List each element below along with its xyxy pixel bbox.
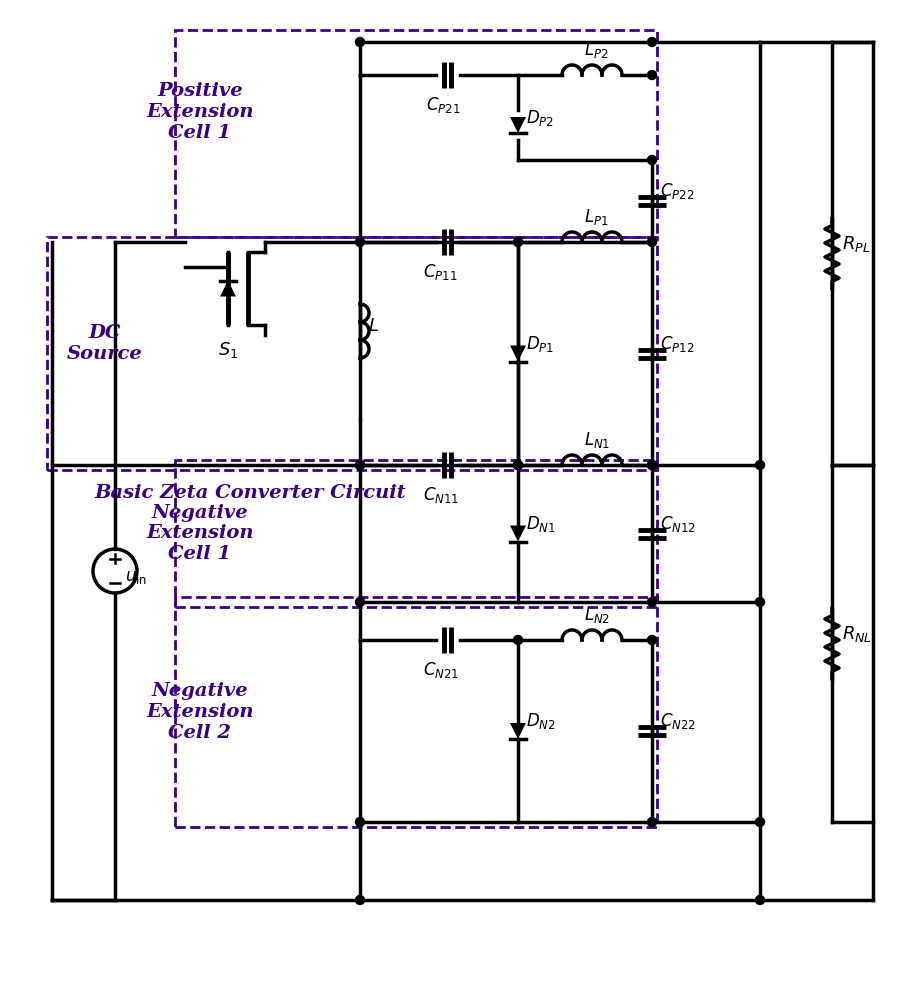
Text: $C_{N21}$: $C_{N21}$ xyxy=(423,660,459,680)
Text: Negative
Extension
Cell 1: Negative Extension Cell 1 xyxy=(146,504,254,563)
Text: $C_{N11}$: $C_{N11}$ xyxy=(423,485,459,505)
Text: $L_{P1}$: $L_{P1}$ xyxy=(584,207,609,227)
Text: $L$: $L$ xyxy=(368,317,379,335)
Text: $D_{P2}$: $D_{P2}$ xyxy=(526,108,554,128)
Text: $C_{P21}$: $C_{P21}$ xyxy=(426,95,461,115)
Circle shape xyxy=(756,896,765,904)
Circle shape xyxy=(356,896,365,904)
Circle shape xyxy=(648,37,657,46)
Circle shape xyxy=(513,460,522,470)
Text: DC
Source: DC Source xyxy=(67,324,143,363)
Circle shape xyxy=(648,636,657,645)
Circle shape xyxy=(648,155,657,164)
Circle shape xyxy=(513,636,522,645)
Circle shape xyxy=(356,460,365,470)
Text: $u_{\rm in}$: $u_{\rm in}$ xyxy=(125,569,147,586)
Text: $D_{N1}$: $D_{N1}$ xyxy=(526,514,556,534)
Text: $C_{P11}$: $C_{P11}$ xyxy=(423,262,457,282)
Text: Negative
Extension
Cell 2: Negative Extension Cell 2 xyxy=(146,682,254,742)
Circle shape xyxy=(648,818,657,826)
Circle shape xyxy=(756,460,765,470)
Polygon shape xyxy=(510,526,526,542)
Text: $S_1$: $S_1$ xyxy=(218,340,239,360)
Circle shape xyxy=(356,237,365,246)
Text: $R_{NL}$: $R_{NL}$ xyxy=(842,624,873,644)
Text: $L_{N1}$: $L_{N1}$ xyxy=(584,430,610,450)
Circle shape xyxy=(648,70,657,80)
Text: $L_{N2}$: $L_{N2}$ xyxy=(584,605,610,625)
Text: $C_{N22}$: $C_{N22}$ xyxy=(660,711,696,731)
Circle shape xyxy=(356,37,365,46)
Text: $C_{P12}$: $C_{P12}$ xyxy=(660,334,694,354)
Circle shape xyxy=(648,460,657,470)
Circle shape xyxy=(648,597,657,606)
Text: Basic Zeta Converter Circuit: Basic Zeta Converter Circuit xyxy=(94,484,405,502)
Circle shape xyxy=(356,597,365,606)
Polygon shape xyxy=(510,346,526,361)
Circle shape xyxy=(756,597,765,606)
Circle shape xyxy=(513,237,522,246)
Text: $C_{P22}$: $C_{P22}$ xyxy=(660,181,694,201)
Circle shape xyxy=(356,460,365,470)
Text: $R_{PL}$: $R_{PL}$ xyxy=(842,233,871,253)
Circle shape xyxy=(356,818,365,826)
Polygon shape xyxy=(510,723,526,739)
Text: $C_{N12}$: $C_{N12}$ xyxy=(660,514,696,534)
Polygon shape xyxy=(220,280,236,296)
Circle shape xyxy=(513,460,522,470)
Circle shape xyxy=(756,818,765,826)
Text: Positive
Extension
Cell 1: Positive Extension Cell 1 xyxy=(146,82,254,142)
Circle shape xyxy=(648,237,657,246)
Text: $D_{N2}$: $D_{N2}$ xyxy=(526,711,556,731)
Circle shape xyxy=(648,460,657,470)
Polygon shape xyxy=(510,117,526,133)
Text: $D_{P1}$: $D_{P1}$ xyxy=(526,334,554,354)
Text: $L_{P2}$: $L_{P2}$ xyxy=(584,40,609,60)
